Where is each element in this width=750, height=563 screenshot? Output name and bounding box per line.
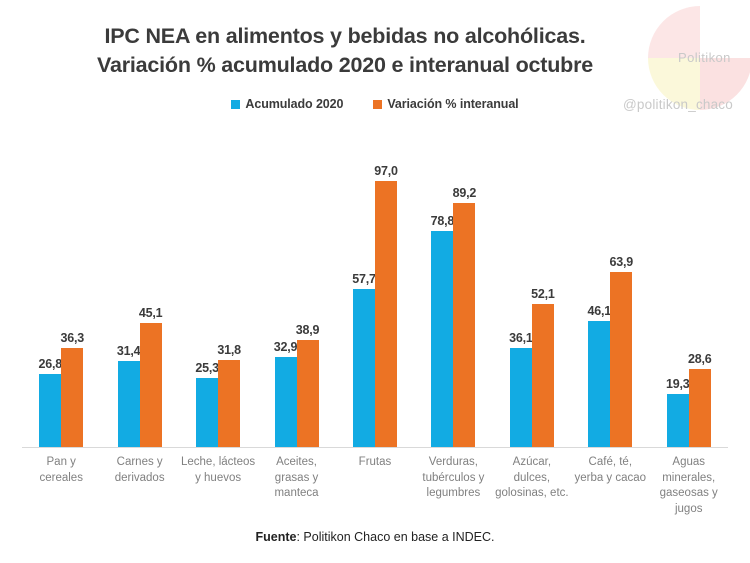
bar-group: 26,8 36,3 (22, 140, 100, 447)
bar-group: 19,3 28,6 (650, 140, 728, 447)
bar-yoy[interactable]: 28,6 (688, 352, 712, 447)
bar-yoy[interactable]: 36,3 (60, 331, 84, 447)
bar-acc[interactable]: 26,8 (38, 357, 62, 447)
bar-acc[interactable]: 36,1 (509, 331, 533, 447)
bar-value-label: 78,8 (430, 214, 455, 229)
chart-plot-area: 26,8 36,3 31,4 45,1 25,3 31,8 32,9 38,9 57,7 97,0… (22, 140, 728, 448)
source-footnote: Fuente: Politikon Chaco en base a INDEC. (0, 530, 750, 544)
bar-value-label: 38,9 (295, 323, 320, 338)
logo-quadrant-top-right (700, 6, 750, 58)
bar-yoy[interactable]: 63,9 (610, 255, 633, 447)
bar-yoy[interactable]: 45,1 (139, 306, 163, 447)
bar-acc[interactable]: 46,1 (588, 304, 611, 447)
bar-value-label: 31,8 (217, 342, 241, 357)
bar-value-label: 52,1 (531, 287, 555, 302)
bar-yoy[interactable]: 97,0 (374, 164, 398, 447)
bar-value-label: 89,2 (452, 185, 477, 200)
legend-label-interanual: Variación % interanual (387, 97, 519, 111)
x-axis-category-labels: Pan y cereales Carnes y derivados Leche, l… (22, 455, 728, 517)
x-axis-category-label: Carnes y derivados (114, 456, 165, 484)
chart-title-line-1: IPC NEA en alimentos y bebidas no alcohó… (104, 24, 586, 48)
bar-acc[interactable]: 25,3 (195, 361, 219, 447)
bar-value-label: 46,1 (587, 303, 612, 318)
x-axis-category-label: Verduras, tubérculos y legumbres (422, 456, 485, 499)
source-footnote-prefix: Fuente (255, 530, 297, 544)
bar-yoy[interactable]: 52,1 (531, 287, 555, 447)
chart-title-line-2: Variación % acumulado 2020 e interanual … (96, 53, 594, 77)
bar-group: 57,7 97,0 (336, 140, 414, 447)
bar-value-label: 57,7 (352, 271, 376, 286)
bar-group: 46,1 63,9 (571, 140, 649, 447)
chart-legend: Acumulado 2020 Variación % interanual (0, 97, 750, 111)
x-axis-category-label: Café, té, yerba y cacao (574, 456, 647, 484)
bar-acc[interactable]: 31,4 (117, 344, 141, 447)
bar-groups: 26,8 36,3 31,4 45,1 25,3 31,8 32,9 38,9 57,7 97,0… (22, 140, 728, 447)
legend-item-interanual[interactable]: Variación % interanual (373, 97, 519, 111)
legend-swatch-icon-acumulado (231, 99, 241, 109)
x-axis-category-label: Azúcar, dulces, golosinas, etc. (495, 456, 569, 499)
bar-yoy[interactable]: 38,9 (296, 323, 319, 447)
x-axis-line (22, 447, 728, 448)
bar-yoy[interactable]: 89,2 (453, 186, 476, 447)
bar-acc[interactable]: 19,3 (666, 377, 690, 447)
bar-value-label: 19,3 (665, 377, 690, 392)
x-axis-category-label: Leche, lácteos y huevos (181, 456, 256, 484)
legend-label-acumulado: Acumulado 2020 (245, 97, 344, 111)
bar-group: 36,1 52,1 (493, 140, 571, 447)
bar-value-label: 31,4 (116, 343, 141, 358)
bar-value-label: 45,1 (138, 306, 163, 321)
x-axis-category-label: Frutas (358, 456, 392, 468)
bar-group: 31,4 45,1 (100, 140, 178, 447)
bar-group: 32,9 38,9 (257, 140, 335, 447)
bar-group: 78,8 89,2 (414, 140, 492, 447)
bar-value-label: 63,9 (609, 254, 634, 269)
bar-acc[interactable]: 78,8 (431, 214, 454, 447)
x-axis-category-label: Aguas minerales, gaseosas y jugos (659, 456, 718, 515)
bar-value-label: 32,9 (273, 339, 298, 354)
bar-value-label: 28,6 (687, 351, 712, 366)
bar-value-label: 25,3 (195, 360, 219, 375)
bar-value-label: 36,3 (60, 330, 84, 345)
x-axis-category-label: Pan y cereales (39, 456, 83, 484)
chart-title: IPC NEA en alimentos y bebidas no alcohó… (0, 22, 690, 80)
bar-value-label: 26,8 (38, 356, 62, 371)
legend-item-acumulado[interactable]: Acumulado 2020 (231, 97, 343, 111)
x-axis-category-label: Aceites, grasas y manteca (274, 456, 319, 499)
bar-yoy[interactable]: 31,8 (217, 343, 241, 447)
bar-acc[interactable]: 32,9 (274, 340, 297, 447)
bar-acc[interactable]: 57,7 (352, 272, 376, 447)
legend-swatch-icon-interanual (373, 99, 383, 109)
bar-value-label: 97,0 (374, 164, 398, 179)
bar-value-label: 36,1 (509, 331, 533, 346)
bar-group: 25,3 31,8 (179, 140, 257, 447)
source-footnote-text: : Politikon Chaco en base a INDEC. (296, 530, 495, 544)
